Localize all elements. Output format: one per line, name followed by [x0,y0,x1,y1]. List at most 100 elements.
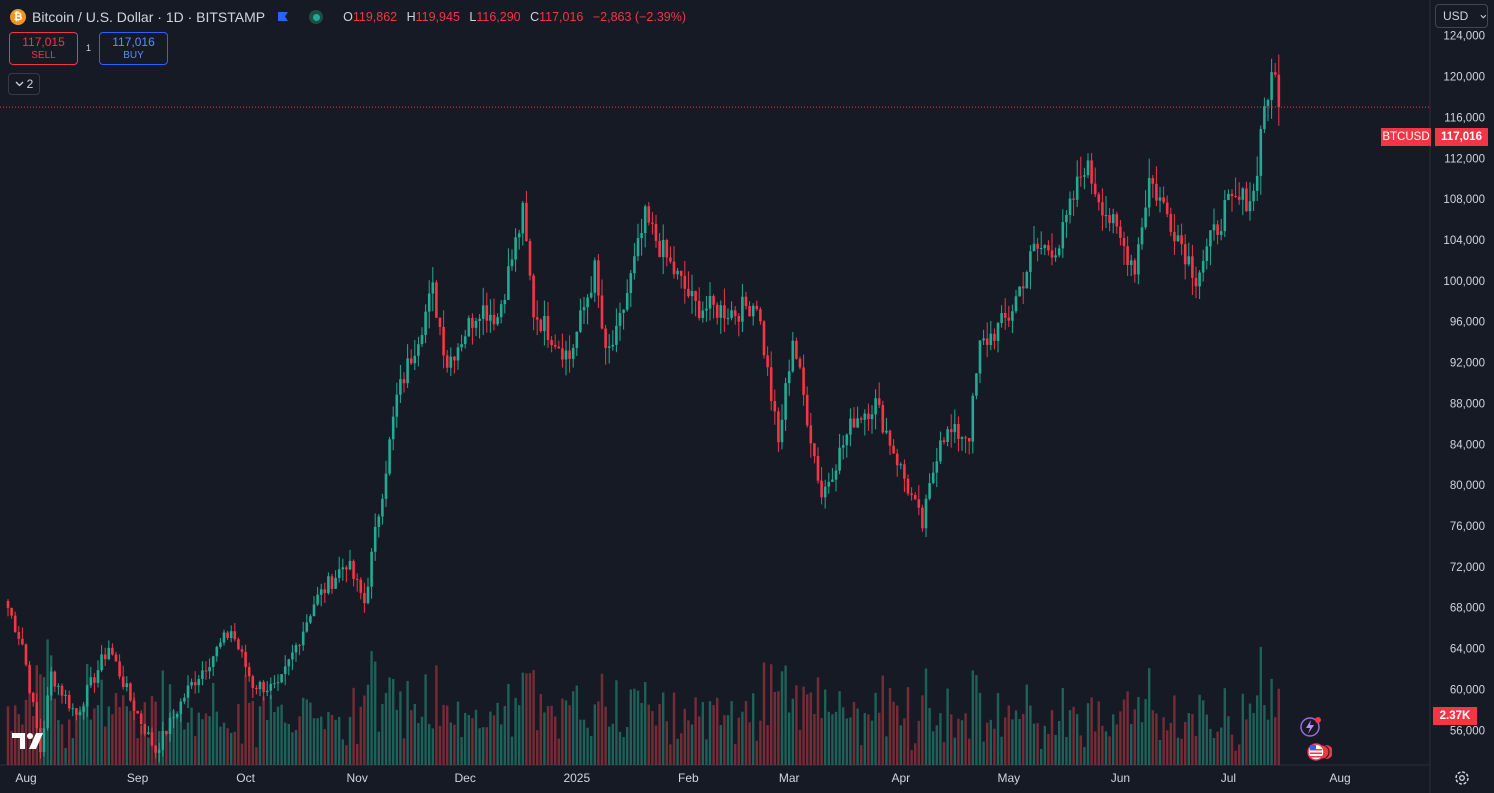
candle-body [903,464,906,479]
candle-body [625,293,629,310]
volume-bar [28,672,31,765]
us-flag-icon[interactable] [1307,743,1332,761]
candle-body [607,346,611,348]
candle-body [150,732,154,746]
candle-body [1007,317,1011,321]
volume-bar [863,713,866,765]
candle-body [13,615,17,633]
volume-bar [921,695,924,765]
volume-bar [327,711,330,765]
candle-body [600,295,604,329]
candle-body [204,670,208,672]
candle-body [71,708,75,710]
volume-bar [564,700,568,765]
volume-bar [633,688,636,765]
volume-bar [582,719,586,765]
flag-icon[interactable] [277,11,289,23]
sell-price: 117,015 [22,34,65,49]
candle-body [719,305,723,318]
candle-body [831,479,834,482]
candle-body [975,373,978,396]
price-axis[interactable]: 56,000 60,000 64,000 68,000 72,000 76,000 80,0… [1443,31,1485,738]
candle-body [35,702,39,728]
currency-select[interactable]: USD [1435,4,1488,28]
volume-bar [1173,695,1176,765]
volume-bar [1004,717,1007,765]
candle-body [1198,272,1201,287]
volume-bar [1184,721,1187,765]
volume-bar [1169,722,1172,765]
volume-bar [406,680,409,765]
lightning-icon[interactable] [1300,717,1321,737]
volume-bar [593,704,596,765]
time-tick-label: Mar [779,771,800,785]
gear-icon[interactable] [1453,769,1471,787]
events-indicator[interactable] [1296,714,1332,764]
low-value: 116,290 [476,10,521,24]
volume-bar [1241,693,1244,765]
volume-bar [122,695,125,765]
candle-body [1054,255,1057,258]
symbol-title[interactable]: Bitcoin / U.S. Dollar · 1D · BITSTAMP [32,9,266,25]
volume-bar [284,722,287,765]
candle-body [859,418,863,420]
candle-body [240,649,244,652]
candle-body [1014,296,1018,312]
candle-body [1029,251,1032,273]
volume-bar [809,692,812,765]
candle-body [1111,214,1115,224]
indicators-toggle-button[interactable]: 2 [8,73,40,95]
volume-bar [17,714,20,765]
volume-bar [1018,719,1021,765]
volume-bar [1180,738,1183,765]
candle-body [953,423,957,433]
volume-bar [1198,694,1201,765]
candle-body [359,579,363,593]
volume-bar [53,698,56,765]
sell-button[interactable]: 117,015 SELL [9,32,78,65]
volume-bar [1029,705,1032,765]
candle-body [694,290,697,301]
candle-body [28,664,31,693]
volume-bar [860,745,863,765]
volume-bar [1108,736,1111,765]
candle-body [175,713,179,718]
volume-bar [975,675,978,765]
volume-bar [597,701,600,765]
candle-body [589,292,593,298]
volume-bar [1256,695,1259,765]
market-status-icon[interactable] [309,10,324,24]
candle-body [820,480,823,498]
volume-bar [791,698,794,765]
buy-button[interactable]: 117,016 BUY [99,32,168,65]
volume-bar [93,708,96,765]
volume-bar [928,708,931,765]
volume-bar [694,697,697,765]
candle-body [582,307,586,311]
candle-body [546,315,550,341]
volume-bar [237,703,240,765]
btc-logo-icon: ₿ [10,9,26,25]
volume-bar [71,738,74,765]
candle-body [471,318,474,328]
time-axis[interactable]: Aug Sep Oct Nov Dec 2025 Feb Mar Apr May Jun Jul Aug [15,771,1350,785]
volume-bar [1065,737,1068,765]
volume-bar [60,724,64,765]
candle-body [467,318,471,337]
tradingview-logo-icon[interactable] [12,731,46,751]
candle-body [643,206,647,234]
candle-body [1151,178,1155,184]
candle-body [946,429,949,443]
volume-bar [118,706,121,765]
candle-body [1119,226,1122,239]
candle-body [478,318,481,321]
volume-bar [518,705,521,765]
close-label: C [530,10,540,24]
volume-bar [1270,678,1273,765]
volume-bar [208,716,211,765]
candle-body [1086,160,1090,176]
candle-body [895,453,899,466]
volume-bar [194,736,197,765]
candle-body [10,607,13,616]
